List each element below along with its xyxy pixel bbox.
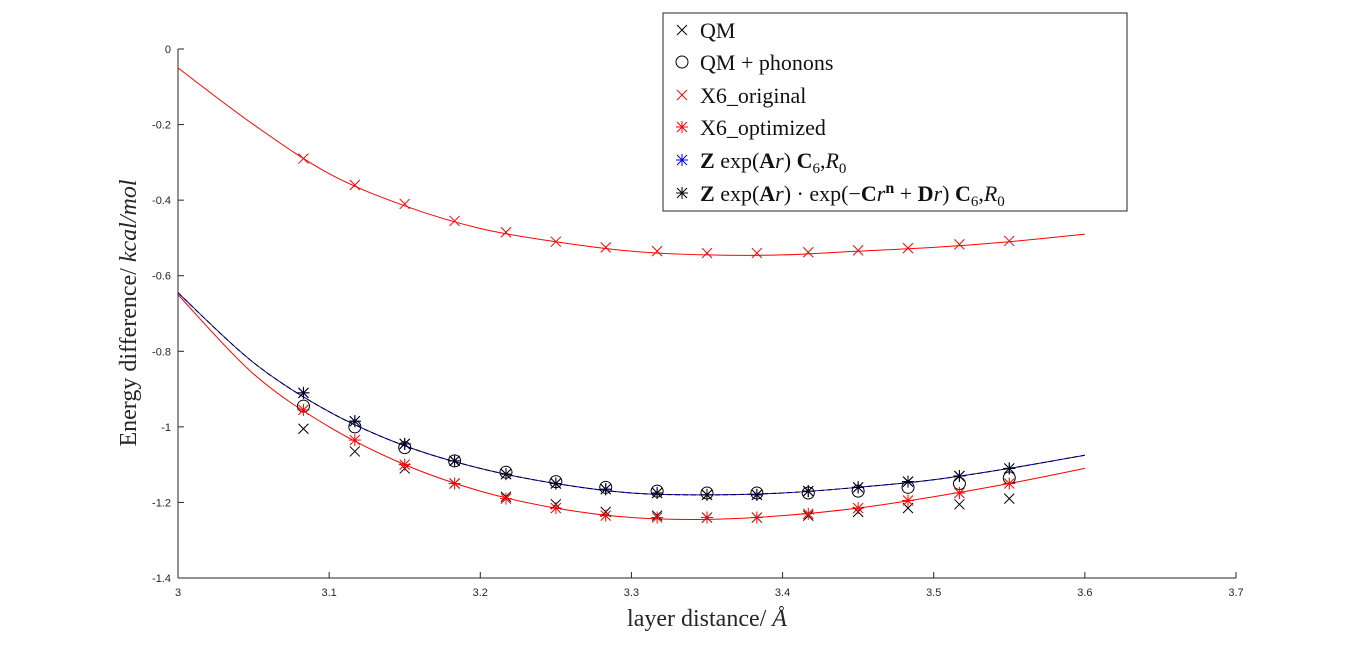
- data-point: [448, 477, 461, 490]
- legend-entry-label: QM + phonons: [700, 50, 833, 75]
- legend-entry-label: QM: [700, 18, 735, 43]
- legend-entry-label: Z exp(Ar) · exp(−Crn + Dr) C6,R0: [700, 180, 1005, 210]
- data-point: [954, 498, 965, 510]
- data-point: [1003, 235, 1015, 247]
- y-tick-label: -0.2: [152, 120, 171, 132]
- data-point: [549, 477, 562, 490]
- legend-marker: [676, 89, 688, 101]
- data-point: [902, 494, 915, 507]
- x-tick-label: 3.1: [321, 587, 336, 599]
- data-point: [349, 446, 361, 457]
- x-tick-label: 3.2: [473, 587, 488, 599]
- y-axis-title: Energy difference/ kcal/mol: [116, 179, 142, 446]
- data-points: [296, 153, 1016, 524]
- data-point: [954, 238, 965, 250]
- data-point: [1003, 493, 1015, 505]
- data-point: [500, 226, 512, 238]
- y-tick-label: -1.2: [152, 497, 171, 509]
- x-tick-label: 3.5: [926, 587, 941, 599]
- data-point: [398, 437, 411, 450]
- data-point: [349, 179, 361, 191]
- data-point: [852, 245, 864, 256]
- legend-marker: [676, 121, 688, 133]
- data-point: [902, 475, 915, 488]
- data-point: [651, 511, 664, 524]
- y-tick-label: -1: [161, 422, 171, 434]
- data-point: [297, 403, 310, 416]
- fit-curve-2: [177, 292, 1085, 496]
- data-point: [550, 236, 562, 248]
- data-point: [449, 215, 460, 227]
- series-2: [298, 153, 1015, 259]
- data-point: [802, 507, 815, 520]
- data-point: [1003, 462, 1016, 475]
- data-point: [953, 486, 966, 499]
- data-point: [852, 502, 865, 515]
- x-tick-label: 3.3: [624, 587, 639, 599]
- y-tick-label: -1.4: [152, 573, 171, 585]
- data-point: [750, 511, 763, 524]
- data-point: [399, 198, 411, 210]
- data-point: [599, 509, 612, 522]
- fit-curves: [177, 67, 1085, 521]
- data-point: [902, 502, 914, 514]
- data-point: [499, 468, 512, 481]
- data-point: [398, 458, 411, 471]
- data-point: [902, 242, 914, 254]
- fit-curve-1: [177, 294, 1085, 521]
- y-tick-label: -0.8: [152, 346, 171, 358]
- x-tick-label: 3.6: [1077, 587, 1092, 599]
- data-point: [549, 502, 562, 515]
- legend-marker: [676, 24, 688, 36]
- data-point: [701, 511, 713, 524]
- y-tick-label: -0.4: [152, 195, 171, 207]
- data-point: [348, 415, 361, 428]
- x-axis-title: layer distance/ Å: [627, 606, 787, 632]
- data-point: [701, 488, 713, 501]
- x-tick-label: 3.4: [775, 587, 790, 599]
- data-point: [600, 242, 612, 253]
- legend-entry-label: X6_original: [700, 83, 806, 108]
- y-tick-label: -0.6: [152, 271, 171, 283]
- legend: QM QM + phonons X6_original X6_optimized Z e…: [662, 12, 1128, 212]
- legend-marker: [675, 55, 689, 69]
- legend-box: [662, 12, 1128, 212]
- legend-marker: [676, 154, 688, 166]
- data-point: [298, 153, 309, 164]
- data-point: [499, 492, 512, 505]
- data-point: [1003, 477, 1016, 490]
- legend-entry-label: X6_optimized: [700, 115, 826, 140]
- data-point: [651, 245, 663, 257]
- series-0: [298, 423, 1015, 523]
- data-point: [448, 454, 461, 467]
- legend-marker: [676, 187, 688, 199]
- x-ticks: 3 3.1 3.2 3.3 3.4 3.5 3.6 3.7: [175, 572, 1244, 599]
- fit-curve-3: [177, 292, 1085, 496]
- plot-axes: [177, 49, 1236, 579]
- data-point: [701, 247, 713, 259]
- data-point: [802, 485, 815, 498]
- x-tick-label: 3: [175, 587, 181, 599]
- legend-entry-label: Z exp(Ar) C6,R0: [700, 148, 846, 177]
- y-tick-label: 0: [165, 44, 171, 56]
- data-point: [651, 486, 664, 499]
- data-point: [348, 434, 361, 447]
- data-point: [751, 247, 763, 259]
- data-point: [852, 481, 865, 494]
- data-point: [297, 386, 310, 399]
- data-point: [298, 423, 309, 435]
- x-tick-label: 3.7: [1228, 587, 1243, 599]
- data-point: [599, 483, 612, 496]
- series-5: [297, 386, 1016, 501]
- series-3: [297, 403, 1016, 524]
- data-point: [750, 488, 763, 501]
- fit-curve-0: [177, 67, 1085, 256]
- y-ticks: -1.4 -1.2 -1 -0.8 -0.6 -0.4 -0.2 0: [152, 44, 184, 585]
- data-point: [802, 246, 814, 258]
- data-point: [953, 469, 966, 482]
